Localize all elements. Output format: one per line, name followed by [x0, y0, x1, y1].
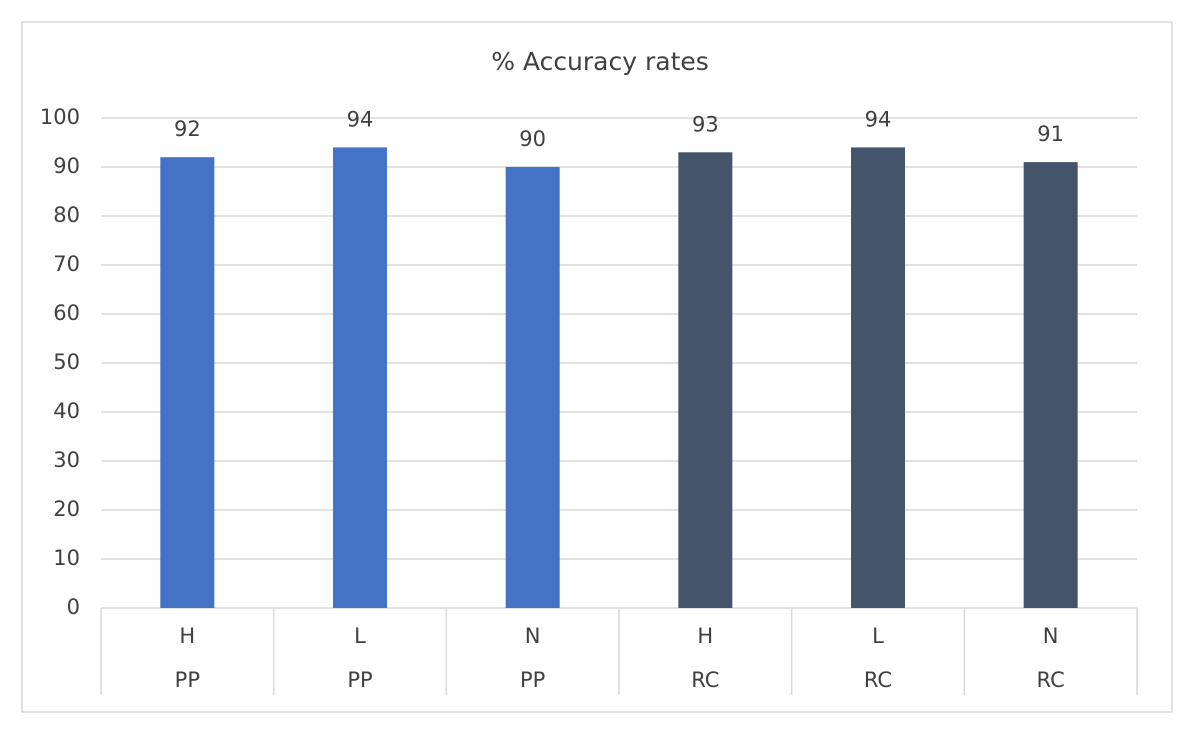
- x-group-label: RC: [864, 668, 892, 692]
- y-tick-label: 20: [53, 497, 80, 521]
- bar: [678, 152, 733, 609]
- x-tick-label: L: [354, 624, 366, 648]
- x-tick-label: N: [525, 624, 541, 648]
- bar: [851, 147, 905, 608]
- y-tick-label: 40: [53, 399, 80, 423]
- bar: [333, 147, 387, 608]
- data-label: 92: [174, 117, 201, 141]
- bar: [160, 157, 215, 608]
- x-tick-label: N: [1043, 624, 1059, 648]
- data-label: 90: [519, 127, 546, 151]
- x-group-label: PP: [347, 668, 372, 692]
- chart-title: % Accuracy rates: [491, 47, 709, 76]
- y-tick-label: 10: [53, 546, 80, 570]
- y-tick-label: 30: [53, 448, 80, 472]
- y-tick-label: 90: [53, 154, 80, 178]
- data-label: 91: [1037, 122, 1064, 146]
- y-tick-label: 100: [40, 105, 80, 129]
- x-group-label: PP: [520, 668, 545, 692]
- data-label: 94: [347, 107, 374, 131]
- y-tick-label: 70: [53, 252, 80, 276]
- y-tick-label: 80: [53, 203, 80, 227]
- y-tick-label: 0: [67, 595, 80, 619]
- data-label: 94: [865, 107, 892, 131]
- x-tick-label: H: [179, 624, 195, 648]
- data-label: 93: [692, 112, 719, 136]
- x-group-label: PP: [175, 668, 200, 692]
- x-group-label: RC: [691, 668, 719, 692]
- x-group-label: RC: [1037, 668, 1065, 692]
- y-tick-label: 50: [53, 350, 80, 374]
- y-tick-label: 60: [53, 301, 80, 325]
- x-tick-label: L: [872, 624, 884, 648]
- bar: [505, 167, 560, 608]
- bar: [1023, 162, 1078, 608]
- x-tick-label: H: [697, 624, 713, 648]
